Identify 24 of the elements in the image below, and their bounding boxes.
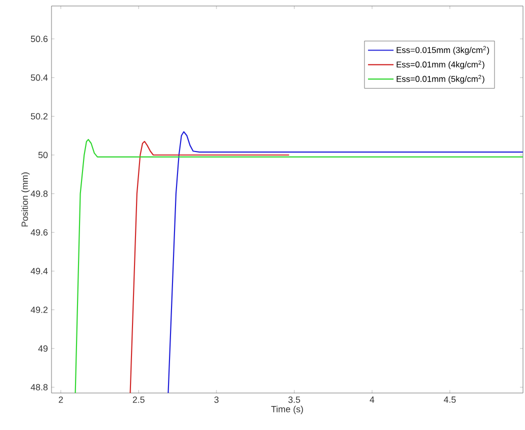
y-tick-label: 50 [38,152,48,158]
line-series [74,138,524,393]
x-tick-label: 2 [58,396,63,403]
legend-label: Ess=0.01mm (5kg/cm$^{2}$) [396,74,484,84]
y-tick-label: 50.4 [30,74,48,81]
x-tick-label: 3.5 [288,396,300,403]
x-axis-title: Time (s) [271,406,303,414]
line-series [168,131,524,393]
y-tick-label: 49.2 [30,306,48,313]
y-tick-label: 49.6 [30,229,48,236]
x-tick-label: 4 [370,396,374,403]
legend-label: Ess=0.015mm (3kg/cm$^{2}$) [396,46,489,55]
x-tick-label: 2.5 [132,396,144,403]
y-tick-label: 49.8 [30,190,48,197]
line-series [130,140,290,393]
y-tick-label: 49.4 [30,268,48,274]
x-tick-label: 3 [214,396,219,403]
y-tick-label: 50.2 [30,113,48,120]
y-tick-label: 48.8 [30,384,48,390]
y-axis-title: Position (mm) [21,172,30,226]
y-tick-label: 49 [38,345,48,352]
y-tick-label: 50.6 [30,36,48,42]
x-tick-label: 4.5 [444,396,456,403]
legend-label: Ess=0.01mm (4kg/cm$^{2}$) [396,60,484,70]
